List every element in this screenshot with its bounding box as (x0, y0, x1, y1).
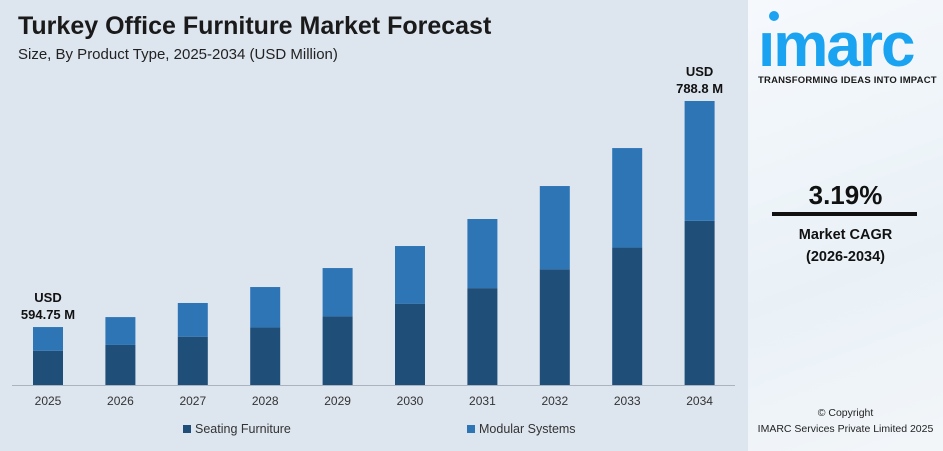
legend-item-seating: Seating Furniture (183, 422, 291, 436)
divider (772, 212, 917, 216)
legend-item-modular: Modular Systems (467, 422, 576, 436)
data-label-currency: USD (686, 64, 713, 79)
bar-modular-2028 (250, 287, 281, 328)
chart-area: Turkey Office Furniture Market Forecast … (12, 12, 735, 436)
legend-label: Modular Systems (479, 422, 576, 436)
bar-seating-2032 (539, 269, 570, 385)
bar-modular-2033 (612, 148, 643, 248)
bar-modular-2034 (684, 101, 715, 221)
data-label-value: 594.75 M (21, 307, 75, 322)
x-tick-label: 2032 (541, 394, 568, 408)
x-tick-label: 2026 (107, 394, 134, 408)
x-tick-label: 2027 (179, 394, 206, 408)
bar-modular-2027 (177, 302, 208, 337)
bar-modular-2032 (539, 186, 570, 270)
bar-modular-2025 (33, 327, 63, 351)
cagr-period: (2026-2034) (806, 249, 885, 265)
x-tick-label: 2034 (686, 394, 713, 408)
x-tick-label: 2028 (252, 394, 279, 408)
bar-seating-2025 (33, 350, 63, 385)
bar-modular-2031 (467, 219, 498, 289)
bar-seating-2033 (612, 247, 643, 385)
bar-modular-2030 (395, 246, 425, 304)
bar-seating-2026 (105, 344, 136, 385)
copyright-line1: © Copyright (817, 407, 874, 419)
bar-modular-2029 (322, 268, 353, 317)
x-tick-label: 2033 (614, 394, 641, 408)
chart-title: Turkey Office Furniture Market Forecast (18, 12, 492, 40)
bar-seating-2031 (467, 288, 498, 385)
bar-chart: 2025 USD 594.75 M 2026 2027 2028 2029 2030 2031 2… (12, 64, 735, 408)
bar-seating-2028 (250, 327, 281, 385)
cagr-label: Market CAGR (798, 227, 893, 243)
legend-label: Seating Furniture (195, 422, 291, 436)
bar-seating-2027 (177, 336, 208, 385)
x-tick-label: 2030 (397, 394, 424, 408)
x-tick-label: 2025 (35, 394, 62, 408)
x-tick-label: 2029 (324, 394, 351, 408)
bar-seating-2034 (684, 220, 715, 385)
svg-text:ımarc: ımarc (758, 11, 914, 70)
bar-modular-2026 (105, 317, 136, 345)
data-label-value: 788.8 M (676, 81, 723, 96)
imarc-logo: ımarc (758, 11, 916, 70)
brand-tagline: TRANSFORMING IDEAS INTO IMPACT (758, 75, 937, 86)
side-panel: ımarc TRANSFORMING IDEAS INTO IMPACT 3.1… (748, 0, 943, 451)
chart-subtitle: Size, By Product Type, 2025-2034 (USD Mi… (18, 46, 338, 63)
legend-swatch (183, 425, 191, 433)
x-tick-label: 2031 (469, 394, 496, 408)
bar-seating-2030 (395, 303, 425, 385)
legend-swatch (467, 425, 475, 433)
cagr-value: 3.19% (808, 180, 883, 210)
data-label-currency: USD (34, 290, 61, 305)
bar-seating-2029 (322, 316, 353, 385)
copyright-line2: IMARC Services Private Limited 2025 (757, 423, 934, 435)
